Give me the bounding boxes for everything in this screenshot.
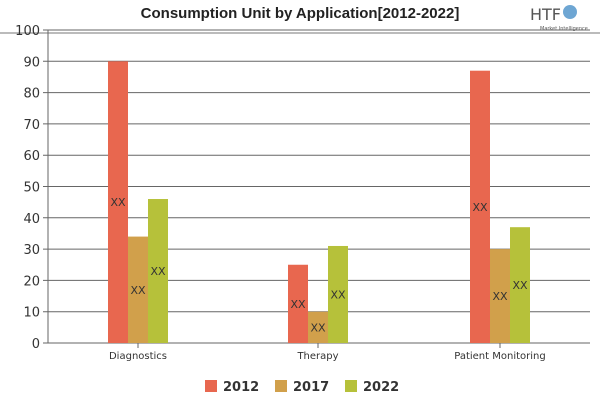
bar-2017-therapy[interactable]	[308, 311, 328, 343]
data-label: XX	[290, 298, 306, 311]
bar-2022-therapy[interactable]	[328, 245, 348, 343]
y-tick-label: 50	[23, 181, 40, 196]
logo-globe-icon	[563, 5, 577, 19]
htf-logo: HTF Market Intelligence	[530, 5, 588, 32]
y-tick-label: 90	[23, 55, 40, 70]
y-tick-label: 100	[15, 24, 40, 39]
y-tick-label: 40	[23, 212, 40, 227]
bar-2022-diagnostics[interactable]	[148, 199, 168, 343]
y-tick-label: 30	[23, 243, 40, 258]
data-label: XX	[512, 279, 528, 292]
data-label: XX	[330, 288, 346, 301]
data-label: XX	[150, 265, 166, 278]
legend-swatch-2022	[345, 380, 357, 392]
legend-label-2022: 2022	[363, 380, 399, 395]
bar-2012-therapy[interactable]	[288, 264, 308, 343]
y-tick-label: 70	[23, 118, 40, 133]
y-tick-label: 80	[23, 87, 40, 102]
legend-swatch-2012	[205, 380, 217, 392]
data-label: XX	[472, 201, 488, 214]
y-tick-label: 20	[23, 274, 40, 289]
logo-text: HTF	[530, 5, 561, 24]
bar-2012-diagnostics[interactable]	[108, 61, 128, 344]
legend-label-2017: 2017	[293, 380, 329, 395]
data-label: XX	[110, 196, 126, 209]
y-tick-label: 0	[32, 337, 40, 352]
data-label: XX	[310, 321, 326, 334]
y-tick-label: 10	[23, 306, 40, 321]
legend-swatch-2017	[275, 380, 287, 392]
legend-label-2012: 2012	[223, 380, 259, 395]
bar-2017-diagnostics[interactable]	[128, 236, 148, 343]
x-tick-label: Therapy	[296, 351, 338, 362]
bar-2017-patient-monitoring[interactable]	[490, 249, 510, 343]
data-label: XX	[492, 290, 508, 303]
x-tick-label: Patient Monitoring	[454, 351, 545, 362]
bar-2022-patient-monitoring[interactable]	[510, 227, 530, 343]
data-label: XX	[130, 284, 146, 297]
x-tick-label: Diagnostics	[109, 351, 167, 362]
bar-2012-patient-monitoring[interactable]	[470, 70, 490, 343]
logo-subtext: Market Intelligence	[540, 26, 588, 32]
chart-title: Consumption Unit by Application[2012-202…	[141, 5, 460, 22]
y-tick-label: 60	[23, 149, 40, 164]
